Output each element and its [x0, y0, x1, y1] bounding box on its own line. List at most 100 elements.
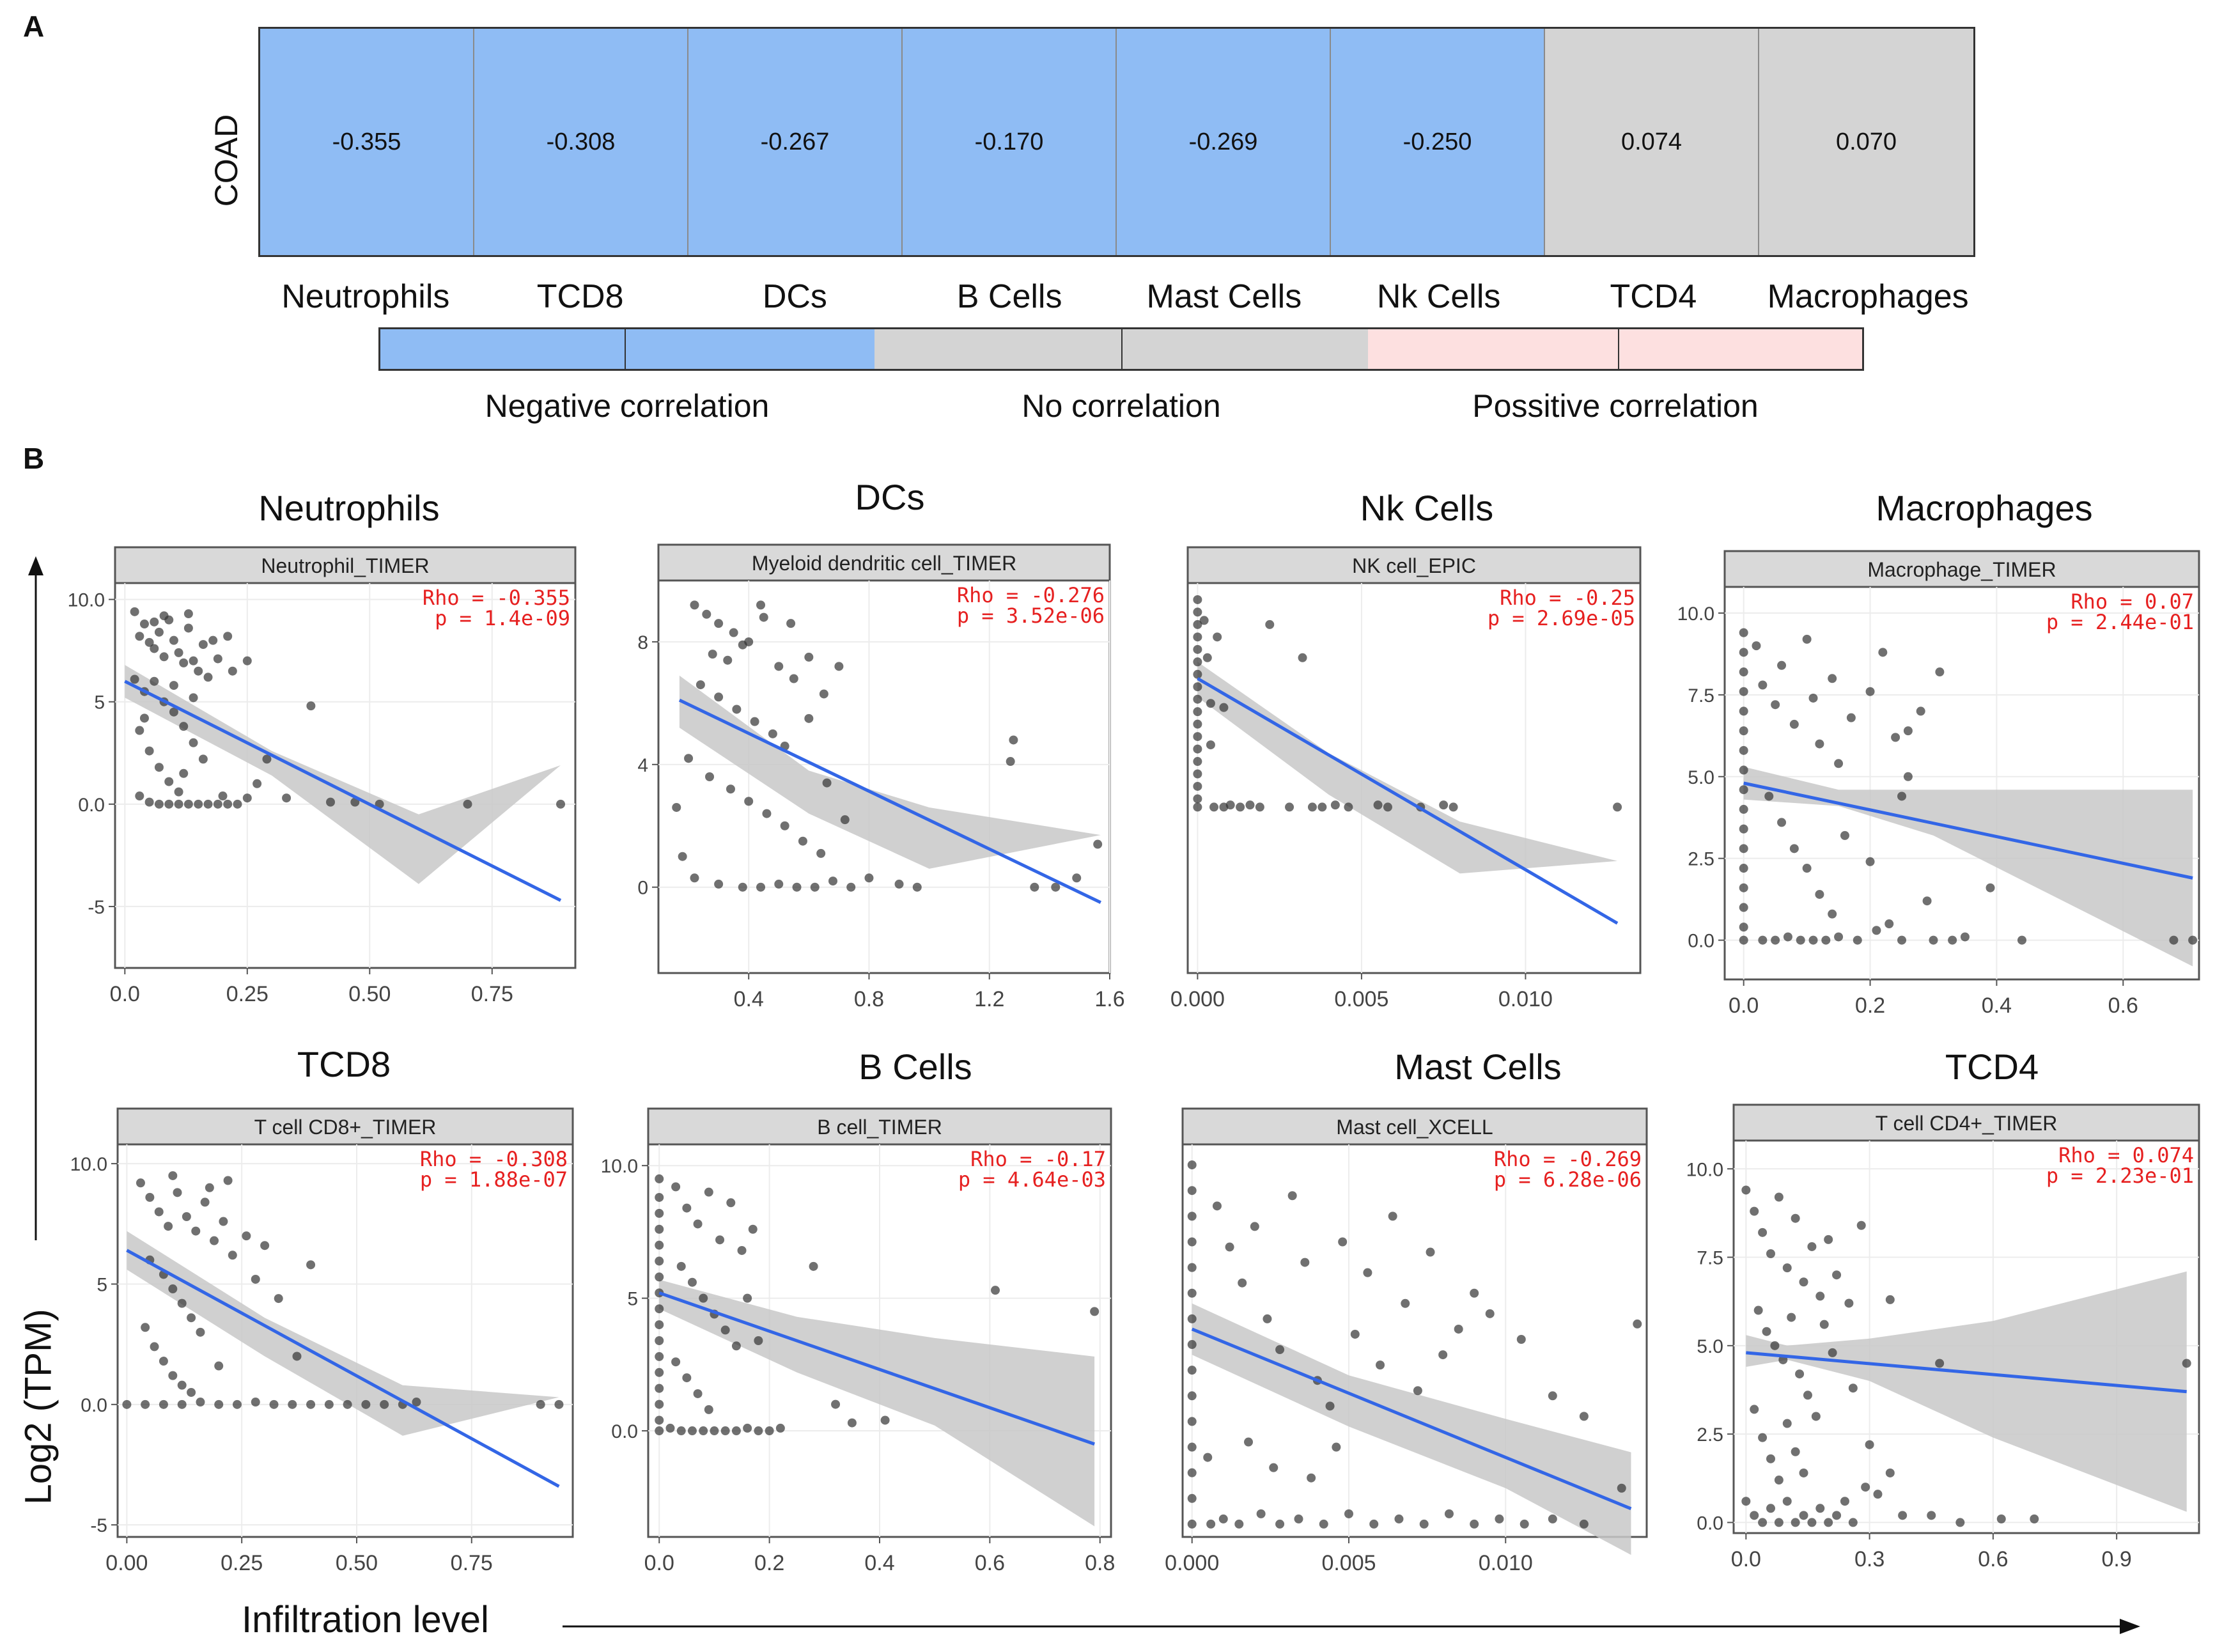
data-point	[213, 799, 222, 809]
y-tick-label: 0	[637, 878, 648, 899]
data-point	[1758, 1518, 1768, 1527]
data-point	[177, 1399, 187, 1409]
facet-strip	[657, 543, 1111, 582]
x-tick-label: 0.000	[1165, 1551, 1219, 1575]
data-point	[1187, 1288, 1197, 1298]
x-tick-label: 0.8	[1085, 1551, 1115, 1575]
data-point	[754, 1336, 763, 1345]
x-tick-label: 0.4	[1982, 994, 2012, 1018]
data-point	[1848, 1518, 1858, 1527]
regression-line	[678, 698, 1101, 904]
data-point	[1872, 926, 1881, 935]
data-point	[655, 1304, 664, 1314]
data-point	[1206, 740, 1215, 750]
data-point	[196, 1327, 205, 1337]
data-point	[1795, 1369, 1805, 1379]
data-point	[361, 1399, 371, 1409]
data-point	[1815, 1291, 1825, 1301]
data-point	[228, 1251, 237, 1260]
data-point	[1803, 1391, 1812, 1400]
x-tick-label: 0.010	[1498, 987, 1553, 1011]
x-tick-label: 1.2	[974, 987, 1004, 1011]
data-point	[1072, 873, 1082, 883]
data-point	[1834, 759, 1844, 768]
data-point	[1787, 1313, 1796, 1322]
data-point	[1193, 757, 1202, 767]
heatmap-column-labels: Neutrophils TCD8 DCs B Cells Mast Cells Nk Ce…	[258, 277, 1975, 322]
data-point	[1193, 620, 1202, 629]
data-point	[655, 1383, 664, 1393]
data-point	[1187, 1160, 1197, 1170]
data-point	[775, 1423, 785, 1433]
data-point	[1193, 744, 1202, 754]
heatmap-column-label: Mast Cells	[1146, 278, 1302, 315]
data-point	[1752, 641, 1761, 651]
data-point	[262, 754, 272, 764]
data-point	[1885, 1295, 1895, 1304]
data-point	[169, 681, 178, 690]
data-point	[1807, 1242, 1817, 1251]
data-point	[804, 652, 814, 662]
data-point	[1438, 1350, 1448, 1360]
x-tick-label: 0.6	[2108, 994, 2138, 1018]
data-point	[1897, 935, 1907, 945]
data-point	[1617, 1483, 1626, 1493]
data-point	[1739, 824, 1748, 834]
data-point	[173, 1188, 182, 1197]
data-point	[183, 623, 193, 633]
x-tick-label: 0.2	[754, 1551, 784, 1575]
data-point	[1449, 802, 1458, 812]
data-point	[196, 1398, 205, 1407]
data-point	[1960, 932, 1970, 942]
scatter-plot-title: Nk Cells	[1360, 488, 1494, 528]
scatter-plot-title: TCD4	[1945, 1047, 2039, 1087]
data-point	[1193, 781, 1202, 791]
y-tick-label: 0.0	[81, 1395, 107, 1416]
data-point	[218, 791, 228, 801]
facet-strip	[1186, 546, 1642, 584]
data-point	[819, 689, 828, 699]
data-point	[168, 1171, 178, 1180]
data-point	[1265, 620, 1275, 629]
data-point	[1739, 883, 1748, 892]
data-point	[1009, 735, 1018, 745]
data-point	[1294, 1514, 1303, 1523]
data-point	[804, 713, 814, 723]
data-point	[699, 1426, 708, 1436]
data-point	[1739, 923, 1748, 932]
x-tick-label: 0.75	[451, 1551, 493, 1575]
data-point	[809, 1261, 818, 1271]
data-point	[412, 1398, 421, 1407]
data-point	[1206, 1519, 1216, 1529]
data-point	[1811, 1412, 1821, 1421]
data-point	[1865, 687, 1875, 696]
data-point	[655, 1224, 664, 1234]
data-point	[1470, 1519, 1479, 1529]
data-point	[1319, 1519, 1328, 1529]
data-point	[1255, 802, 1264, 812]
confidence-band	[1197, 662, 1618, 874]
y-tick-label: 0.0	[611, 1421, 638, 1442]
data-point	[1750, 1206, 1759, 1216]
regression-line	[126, 1249, 560, 1488]
data-point	[756, 600, 766, 610]
data-point	[789, 674, 798, 683]
p-value-stat: p = 2.44e-01	[2046, 610, 2194, 634]
x-tick-label: 0.4	[734, 987, 764, 1011]
heatmap-cell: -0.269	[1117, 29, 1331, 255]
data-point	[748, 1224, 758, 1234]
data-point	[828, 877, 837, 886]
data-point	[1739, 844, 1748, 853]
data-point	[260, 1241, 270, 1251]
data-point	[1090, 1307, 1100, 1316]
data-point	[756, 882, 766, 892]
data-point	[205, 1183, 214, 1192]
data-point	[182, 1212, 191, 1222]
data-point	[1783, 932, 1792, 942]
heatmap-cell: -0.308	[474, 29, 688, 255]
rho-stat: Rho = -0.276	[957, 583, 1105, 607]
data-point	[1865, 1440, 1874, 1449]
data-point	[1193, 794, 1202, 804]
scatter-plot-title: Mast Cells	[1394, 1047, 1562, 1087]
